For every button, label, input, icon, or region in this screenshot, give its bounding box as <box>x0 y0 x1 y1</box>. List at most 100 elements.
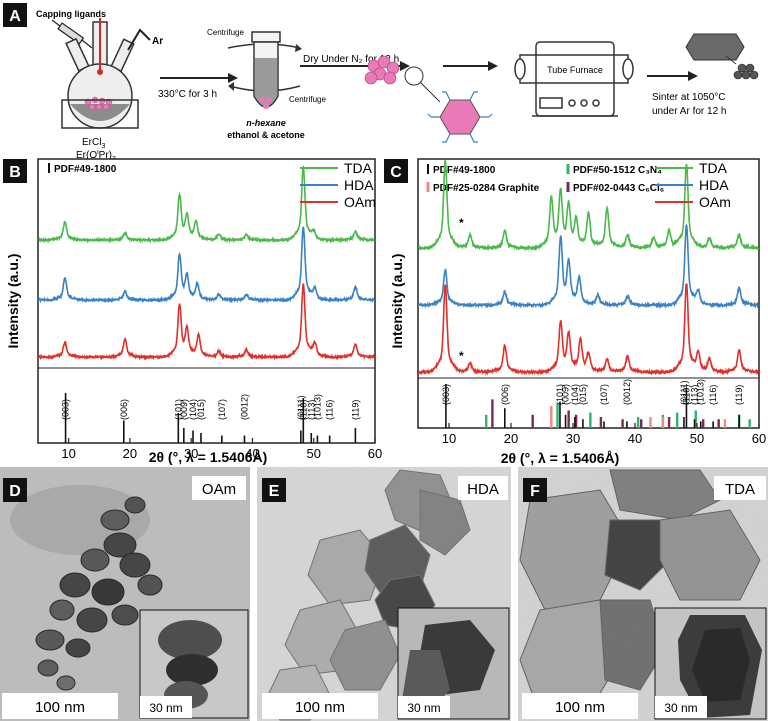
argon-label: Ar <box>152 36 163 47</box>
legend-ref-49-1800: PDF#49-1800 <box>427 164 496 176</box>
panel-c-xlabel: 2θ (°, λ = 1.5406Å) <box>501 450 620 466</box>
panel-a: A Capping ligands <box>3 3 759 163</box>
x-tick-label: 30 <box>184 446 198 461</box>
panel-b-tag: B <box>3 159 27 183</box>
hkl-label: (1013) <box>696 379 706 405</box>
legend-ref-c6cl6: PDF#02-0443 C₆Cl₆ <box>566 182 664 194</box>
hkl-label: (104) <box>188 399 198 420</box>
inset-scale-bar: 30 nm <box>140 696 192 718</box>
tube-furnace-label: Tube Furnace <box>547 65 603 75</box>
svg-text:PDF#49-1800: PDF#49-1800 <box>54 164 117 175</box>
x-tick-label: 60 <box>752 431 766 446</box>
arrow-heat <box>160 73 238 83</box>
impurity-asterisk-bottom: * <box>459 349 464 363</box>
svg-text:ErCl3: ErCl3 <box>82 137 105 150</box>
tem-panel-hda: E HDA 100 nm 30 nm <box>257 467 511 721</box>
trace-tda <box>38 164 376 244</box>
trace-hda <box>37 226 376 304</box>
hkl-label: (006) <box>119 399 129 420</box>
centrifuge-bottom-label: Centrifuge <box>289 95 326 104</box>
scale-bar-100nm: 100 nm <box>2 693 118 719</box>
inset-scale-bar: 30 nm <box>655 696 707 718</box>
tube-furnace-icon <box>514 41 634 117</box>
svg-text:PDF#25-0284 Graphite: PDF#25-0284 Graphite <box>433 183 540 194</box>
trace-oam <box>37 283 376 361</box>
x-tick-label: 40 <box>245 446 259 461</box>
svg-text:100 nm: 100 nm <box>295 699 345 716</box>
hkl-label: (0012) <box>622 379 632 405</box>
arrow-sinter <box>647 71 698 81</box>
panel-c-ylabel: Intensity (a.u.) <box>389 254 405 349</box>
x-tick-label: 20 <box>504 431 518 446</box>
svg-text:PDF#02-0443 C₆Cl₆: PDF#02-0443 C₆Cl₆ <box>573 183 664 194</box>
hkl-label: (003) <box>441 384 451 405</box>
panel-d-tag: D <box>3 478 27 502</box>
svg-text:C: C <box>390 164 402 181</box>
panel-c: C Intensity (a.u.) PDF#49-1800 PDF#50-15… <box>384 158 766 466</box>
tem-panel-oam: D OAm 100 nm 30 nm <box>0 467 250 721</box>
solvent-hexane-label: n-hexane <box>246 118 286 128</box>
hkl-label: (101) <box>555 384 565 405</box>
argon-inlet-icon <box>127 28 151 51</box>
svg-text:30 nm: 30 nm <box>664 701 697 715</box>
panel-a-tag: A <box>3 3 27 27</box>
svg-text:PDF#50-1512 C₃N₄: PDF#50-1512 C₃N₄ <box>573 165 662 176</box>
tem-panel-tda: F TDA 100 nm 30 nm <box>518 467 768 721</box>
x-tick-label: 20 <box>123 446 137 461</box>
x-tick-label: 10 <box>61 446 75 461</box>
hkl-label: (015) <box>196 399 206 420</box>
sample-label-oam: OAm <box>192 476 246 500</box>
sample-label-hda: HDA <box>458 476 508 500</box>
x-tick-label: 50 <box>306 446 320 461</box>
centrifuge-top-label: Centrifuge <box>207 28 244 37</box>
zoom-line <box>419 81 441 103</box>
zoom-circle <box>404 66 424 86</box>
svg-text:PDF#49-1800: PDF#49-1800 <box>433 165 496 176</box>
capping-ligands-label: Capping ligands <box>36 9 106 19</box>
trace-tda <box>417 160 760 252</box>
legend-label-tda: TDA <box>344 160 373 176</box>
panel-c-tag: C <box>384 159 408 183</box>
hkl-label: (107) <box>217 399 227 420</box>
x-tick-label: 10 <box>442 431 456 446</box>
panel-b-ref-legend: PDF#49-1800 <box>48 163 117 175</box>
scale-bar-100nm: 100 nm <box>522 693 638 719</box>
hkl-label: (107) <box>599 384 609 405</box>
svg-text:OAm: OAm <box>202 481 236 498</box>
svg-text:F: F <box>530 483 540 500</box>
sinter-step-label-2: under Ar for 12 h <box>652 106 727 117</box>
legend-ref-c3n4: PDF#50-1512 C₃N₄ <box>566 164 662 176</box>
hkl-label: (0012) <box>239 394 249 420</box>
hkl-label: (104) <box>570 384 580 405</box>
inset-scale-bar: 30 nm <box>398 696 450 718</box>
centrifuge-tube-icon <box>227 31 302 109</box>
svg-text:A: A <box>9 8 21 25</box>
hkl-label: (1013) <box>312 394 322 420</box>
arrow-furnace <box>443 61 498 71</box>
panel-c-ref-legend: PDF#49-1800 PDF#50-1512 C₃N₄ PDF#25-0284… <box>426 164 664 194</box>
panel-f-tag: F <box>523 478 547 502</box>
svg-text:E: E <box>269 483 280 500</box>
hkl-label: (113) <box>306 400 316 420</box>
svg-text:30 nm: 30 nm <box>149 701 182 715</box>
hkl-label: (101) <box>173 399 183 420</box>
legend-label-oam: OAm <box>344 194 376 210</box>
hkl-label: (119) <box>350 400 360 420</box>
legend-label-hda: HDA <box>699 177 729 193</box>
sintered-product-icon <box>685 33 759 80</box>
heating-mantle <box>61 99 139 129</box>
hkl-label: (003) <box>61 399 71 420</box>
nanoparticle-cluster-icon <box>364 55 400 85</box>
trace-oam <box>417 283 760 377</box>
panel-b: B Intensity (a.u.) PDF#49-1800 TDAHDAOAm… <box>3 158 382 465</box>
sinter-step-label-1: Sinter at 1050°C <box>652 92 726 103</box>
svg-text:HDA: HDA <box>467 481 499 498</box>
svg-text:100 nm: 100 nm <box>555 699 605 716</box>
legend-label-oam: OAm <box>699 194 731 210</box>
syringe-icon <box>51 19 93 49</box>
legend-label-hda: HDA <box>344 177 374 193</box>
hkl-label: (113) <box>690 385 700 405</box>
